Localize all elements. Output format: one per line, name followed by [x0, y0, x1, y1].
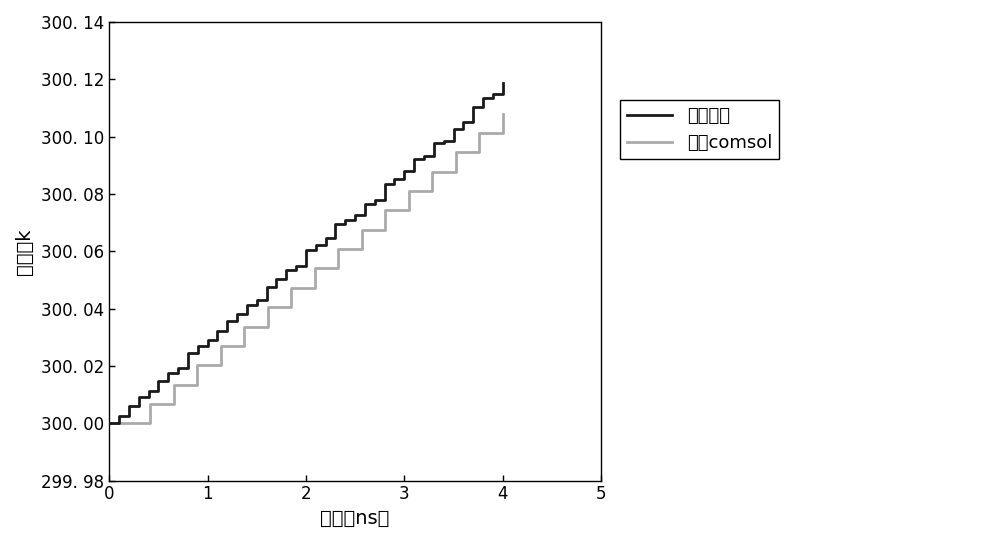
双箬comsol — [356, 226, 368, 233]
双管程序 — [103, 420, 115, 426]
双管程序 — [457, 118, 469, 125]
双管程序 — [320, 235, 332, 242]
双箬comsol — [497, 130, 509, 136]
双箬comsol — [168, 381, 180, 388]
双箬comsol — [191, 381, 203, 388]
双箬comsol — [168, 401, 180, 407]
双箬comsol — [215, 343, 227, 349]
双箬comsol — [262, 304, 274, 311]
双箬comsol — [144, 401, 156, 407]
双箬comsol — [426, 188, 438, 194]
双箬comsol — [356, 246, 368, 252]
双箬comsol — [332, 246, 344, 252]
双箬comsol — [121, 420, 133, 426]
双箬comsol — [309, 265, 321, 272]
双箬comsol — [379, 226, 391, 233]
双箬comsol — [262, 323, 274, 330]
双箬comsol — [497, 110, 509, 117]
双箬comsol — [191, 362, 203, 369]
Y-axis label: 温度（k: 温度（k — [15, 228, 34, 275]
双箬comsol — [379, 207, 391, 214]
双箬comsol — [450, 149, 462, 156]
双箬comsol — [238, 323, 250, 330]
双箬comsol — [238, 343, 250, 349]
双箬comsol — [473, 130, 485, 136]
双箬comsol — [332, 265, 344, 272]
Line: 双管程序: 双管程序 — [109, 83, 503, 423]
双箬comsol — [426, 168, 438, 175]
双管程序 — [428, 153, 440, 160]
双管程序 — [398, 176, 410, 182]
Legend: 双管程序, 双箬comsol: 双管程序, 双箬comsol — [620, 100, 779, 159]
双管程序 — [349, 212, 361, 218]
双箬comsol — [285, 285, 297, 291]
双箬comsol — [403, 188, 415, 194]
双箬comsol — [309, 285, 321, 291]
双管程序 — [448, 137, 460, 144]
双箬comsol — [285, 304, 297, 311]
Line: 双箬comsol: 双箬comsol — [109, 113, 503, 423]
双箬comsol — [144, 420, 156, 426]
X-axis label: 时间（ns）: 时间（ns） — [320, 509, 390, 528]
双管程序 — [497, 80, 509, 86]
双箬comsol — [473, 149, 485, 156]
双箬comsol — [103, 420, 115, 426]
双箬comsol — [403, 207, 415, 214]
双箬comsol — [215, 362, 227, 369]
双箬comsol — [450, 168, 462, 175]
